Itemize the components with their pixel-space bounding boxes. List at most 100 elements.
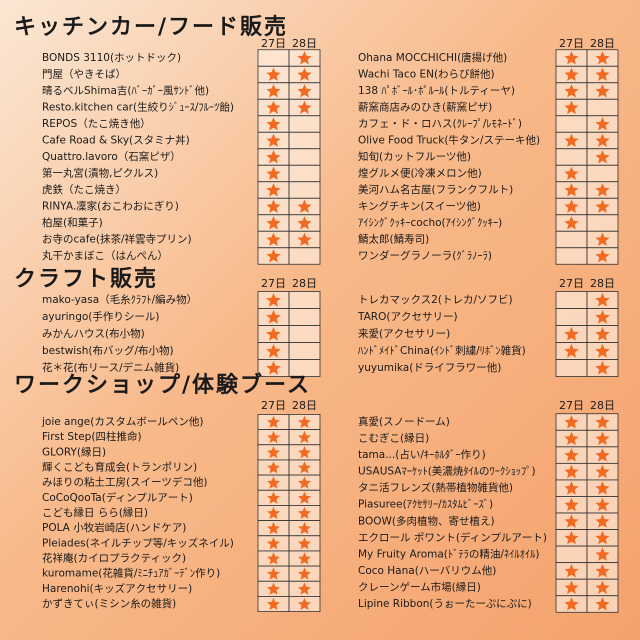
star	[297, 100, 312, 114]
vendor-name: BOOW(多肉植物、寄せ植え)	[358, 514, 495, 527]
star	[595, 199, 610, 213]
vendor-name: みかんハウス(布小物)	[42, 327, 145, 340]
vendor-name: カフェ・ド・ロハス(ｸﾚｰﾌﾟ/ﾚﾓﾈｰﾄﾞ)	[358, 118, 522, 130]
day-header: 27日	[261, 37, 286, 50]
star	[298, 415, 311, 428]
star	[595, 448, 610, 462]
day-cell	[288, 291, 321, 309]
vendor-name: キングチキン(スイーツ他)	[358, 200, 481, 213]
vendor-name: GLORY(縁日)	[42, 445, 106, 458]
section-title: ワークショップ/体験ブース	[14, 372, 311, 398]
star	[595, 292, 610, 307]
vendor-name: クレーンゲーム市場(縁日)	[358, 580, 481, 593]
star	[297, 51, 312, 65]
star	[564, 597, 579, 611]
day-header: 27日	[261, 399, 286, 412]
day-header: 28日	[590, 37, 615, 50]
vendor-name: 花＊花(布リース/デニム雑貨)	[42, 361, 179, 374]
star	[267, 476, 280, 489]
day-cell	[555, 230, 588, 249]
day-cell	[288, 115, 321, 133]
vendor-name: RINYA.凜家(おこわおにぎり)	[42, 200, 179, 213]
star	[595, 117, 610, 131]
vendor-name: kuromame(花雑貨/ﾐﾆﾁｭｱｶﾞｰﾃﾞﾝ作り)	[42, 567, 220, 580]
star	[298, 491, 311, 504]
vendor-name: エクロール ポワント(ディンプルアート)	[358, 531, 547, 544]
star	[297, 199, 312, 213]
vendor-name: みほりの粘土工房(スイーツデコ他)	[42, 476, 207, 489]
star	[267, 582, 280, 595]
day-cell	[555, 148, 588, 166]
vendor-name: 来愛(アクセサリー)	[358, 327, 450, 340]
star	[595, 431, 610, 446]
star	[266, 216, 281, 230]
star	[266, 183, 281, 197]
vendor-name: 晴るベルShima吉(ﾊﾞｰｶﾞｰ風ｻﾝﾄﾞ他)	[42, 84, 209, 97]
star	[266, 343, 281, 358]
vendor-name: Lipine Ribbon(うぉーたーぷにぷに)	[358, 598, 532, 610]
star	[266, 360, 281, 375]
star	[595, 481, 610, 495]
day-cell	[288, 359, 321, 377]
star	[595, 497, 610, 512]
day-cell	[586, 214, 619, 232]
star	[267, 430, 280, 444]
day-header: 27日	[559, 277, 584, 290]
star	[266, 249, 281, 263]
vendor-name: Coco Hana(ハーバリウム他)	[358, 564, 496, 577]
day-cell	[288, 308, 321, 326]
vendor-name: BONDS 3110(ホットドック)	[42, 52, 181, 64]
star	[297, 216, 312, 230]
day-header: 28日	[292, 399, 317, 412]
vendor-name: 第一丸宮(漬物,ピクルス)	[42, 167, 158, 180]
star	[564, 199, 579, 213]
star	[595, 133, 610, 147]
star	[298, 506, 311, 519]
day-cell	[288, 247, 321, 265]
star	[595, 67, 610, 81]
star	[266, 133, 281, 147]
star	[564, 415, 579, 429]
day-cell	[555, 247, 588, 265]
vendor-name: mako-yasa（毛糸ｸﾗﾌﾄ/編み物）	[42, 293, 197, 306]
star	[266, 309, 281, 324]
star	[297, 84, 312, 98]
star	[298, 567, 311, 580]
star	[564, 166, 579, 180]
star	[595, 514, 610, 528]
day-cell	[555, 545, 588, 564]
day-cell	[288, 181, 321, 199]
star	[595, 183, 610, 197]
star	[564, 448, 579, 462]
vendor-name: トレカマックス2(トレカ/ソフビ)	[358, 294, 513, 306]
star	[564, 530, 579, 545]
star	[298, 446, 311, 459]
vendor-name: 丸干かまぼこ（はんぺん）	[42, 249, 168, 262]
day-cell	[288, 342, 321, 360]
star	[266, 67, 281, 81]
vendor-name: Olive Food Truck(牛タン/ステーキ他)	[358, 134, 540, 147]
star	[564, 67, 579, 81]
vendor-name: 薪窯商店みのひき(薪窯ピザ)	[358, 101, 492, 114]
star	[267, 597, 280, 610]
vendor-name: 煌グルメ便(冷凍メロン他)	[358, 167, 482, 180]
star	[266, 166, 281, 180]
star	[595, 232, 610, 246]
star	[595, 530, 610, 545]
vendor-name: tama...(占い/ｷｰﾎﾙﾀﾞｰ作り)	[358, 448, 486, 461]
vendor-name: USAUSAﾏｰｹｯﾄ(美濃焼ﾀｲﾙのﾜｰｸｼｮｯﾌﾟ)	[358, 465, 536, 478]
star	[564, 326, 579, 341]
star	[564, 183, 579, 197]
section-title: キッチンカー/フード販売	[14, 14, 288, 40]
star	[595, 564, 610, 578]
star	[595, 309, 610, 324]
vendor-name: 138 ﾊﾟﾎﾞｰﾙ･ﾎﾟﾙｰﾙ(トルティーヤ)	[358, 85, 515, 97]
star	[298, 476, 311, 489]
vendor-name: Wachi Taco EN(わらび餅他)	[358, 68, 495, 81]
star	[564, 514, 579, 528]
vendor-name: yuyumika(ドライフラワー他)	[358, 361, 501, 374]
day-header: 28日	[590, 399, 615, 412]
star	[266, 84, 281, 98]
section-title: クラフト販売	[14, 266, 158, 292]
star	[297, 67, 312, 81]
